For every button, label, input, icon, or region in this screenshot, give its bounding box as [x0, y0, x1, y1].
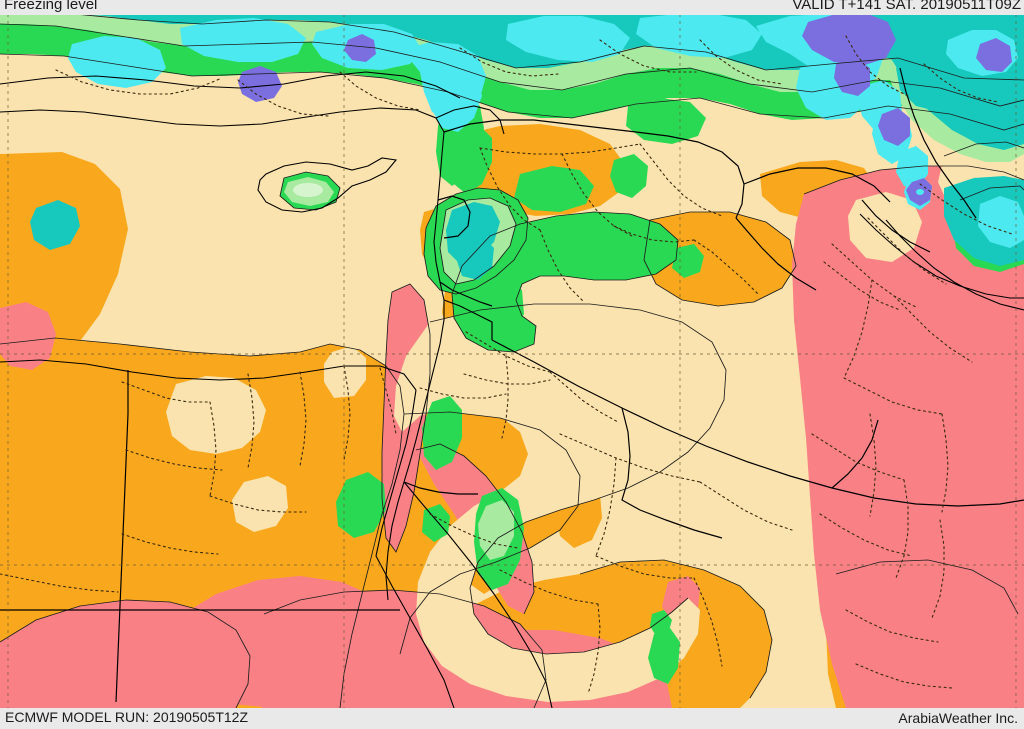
- band-tan-overlay: [166, 142, 1024, 702]
- page-title: Freezing level: [4, 0, 98, 13]
- band-violet-inner: [912, 186, 928, 198]
- band-violet: [238, 14, 1012, 206]
- brand-label: ArabiaWeather Inc.: [898, 710, 1018, 726]
- model-run-label: ECMWF MODEL RUN: 20190505T12Z: [5, 709, 248, 725]
- isoline-group: [0, 14, 1024, 708]
- freezing-level-contour-map[interactable]: [0, 14, 1024, 708]
- admin-border-group: [0, 35, 1013, 695]
- valid-time-label: VALID T+141 SAT. 20190511T09Z: [792, 0, 1021, 13]
- header-bar: Freezing level VALID T+141 SAT. 20190511…: [0, 0, 1024, 15]
- footer-bar: ECMWF MODEL RUN: 20190505T12Z ArabiaWeat…: [0, 708, 1024, 729]
- graticule-group: [0, 14, 1024, 708]
- cyprus-inner-core: [293, 183, 323, 197]
- map-canvas[interactable]: [0, 14, 1024, 708]
